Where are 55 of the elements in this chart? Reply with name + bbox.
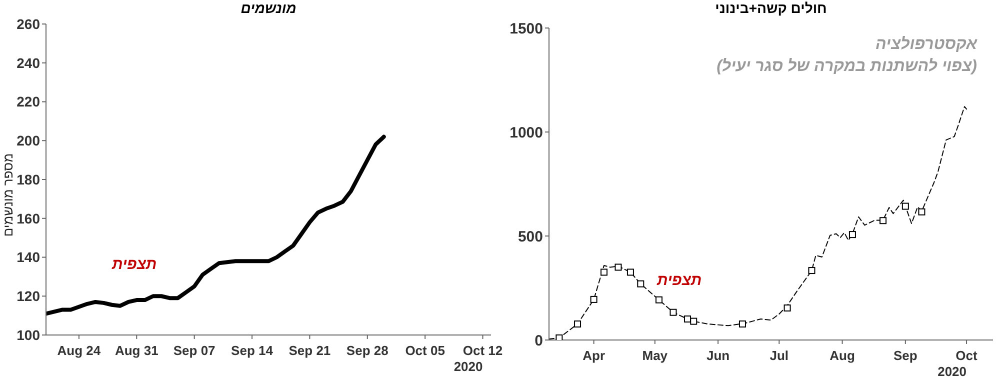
chart-title: מונשמים [240, 0, 298, 16]
y-tick-label: 500 [518, 228, 543, 246]
point [808, 267, 816, 274]
y-axis-title: מספר מונשמים [0, 153, 16, 237]
point [880, 217, 887, 224]
x-tick-label: Sep 07 [173, 343, 216, 358]
x-tick-label: Sep 21 [288, 343, 331, 358]
y-tick-label: 0 [534, 332, 543, 350]
annotation: אקסטרפולציה [874, 35, 977, 55]
point [670, 308, 677, 316]
point [637, 280, 644, 288]
x-tick-label: Oct 12 2020 [454, 343, 503, 374]
line-series [549, 106, 968, 340]
y-tick-label: 120 [16, 288, 40, 304]
x-tick-label: Oct 2020 [938, 348, 978, 379]
point [738, 320, 746, 328]
point [590, 296, 598, 303]
point [574, 320, 582, 328]
x-tick-label: Sep [894, 348, 918, 363]
point [600, 268, 608, 276]
annotation: תצפית [112, 256, 157, 273]
x-tick-label: Sep 28 [346, 343, 388, 358]
chart-title: חולים קשה+בינוני [714, 0, 828, 16]
x-tick-label: Jun [706, 348, 730, 363]
point [614, 264, 622, 271]
annotation: תצפית [657, 272, 702, 289]
line-series [46, 134, 386, 316]
y-tick-label: 160 [16, 210, 40, 226]
y-tick-label: 240 [16, 54, 40, 71]
y-tick-label: 180 [16, 171, 40, 188]
y-tick-label: 1500 [510, 20, 543, 38]
point [626, 268, 634, 276]
point [918, 208, 926, 216]
x-tick-label: Apr [582, 348, 606, 363]
x-tick-label: Aug 24 [57, 343, 102, 358]
point [655, 296, 662, 304]
point [902, 202, 909, 210]
x-tick-label: Jul [770, 348, 789, 363]
x-tick-label: Oct 05 [405, 343, 445, 358]
y-tick-label: 220 [16, 94, 40, 110]
y-tick-label: 200 [16, 132, 40, 149]
x-tick-label: May [642, 348, 668, 363]
point [784, 304, 791, 312]
y-tick-label: 1000 [510, 124, 543, 142]
annotation: (צפוי להשתנות במקרה של סגר יעיל) [716, 57, 977, 77]
y-tick-label: 140 [16, 249, 40, 266]
x-tick-label: Aug 31 [114, 343, 158, 358]
point [848, 231, 856, 238]
y-tick-label: 100 [16, 326, 40, 343]
point [556, 334, 563, 340]
point [690, 318, 698, 325]
x-tick-label: Aug [830, 348, 855, 363]
point [684, 315, 691, 322]
y-tick-label: 260 [16, 16, 40, 32]
x-tick-label: Sep 14 [231, 343, 274, 358]
